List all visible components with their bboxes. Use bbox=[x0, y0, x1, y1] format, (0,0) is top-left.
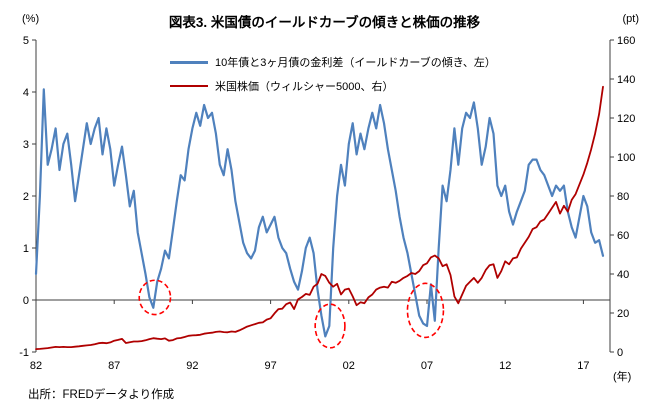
right-axis-unit-label: (pt) bbox=[622, 13, 640, 25]
svg-text:140: 140 bbox=[617, 74, 635, 86]
svg-text:160: 160 bbox=[617, 35, 635, 47]
svg-text:80: 80 bbox=[617, 191, 629, 203]
chart-title: 図表3. 米国債のイールドカーブの傾きと株価の推移 bbox=[168, 15, 481, 30]
svg-text:1: 1 bbox=[23, 243, 29, 255]
svg-text:40: 40 bbox=[617, 269, 629, 281]
svg-text:0: 0 bbox=[617, 347, 623, 359]
svg-text:120: 120 bbox=[617, 113, 635, 125]
legend-label-spread: 10年債と3ヶ月債の金利差（イールドカーブの傾き、左） bbox=[215, 57, 496, 69]
legend-label-stock: 米国株価（ウィルシャー5000、右） bbox=[215, 81, 394, 93]
svg-text:100: 100 bbox=[617, 152, 635, 164]
legend-item-stock: 米国株価（ウィルシャー5000、右） bbox=[170, 74, 496, 98]
legend-line-blue-icon bbox=[170, 60, 208, 64]
legend-item-spread: 10年債と3ヶ月債の金利差（イールドカーブの傾き、左） bbox=[170, 50, 496, 74]
legend-line-red-icon bbox=[170, 85, 208, 87]
svg-text:97: 97 bbox=[264, 360, 276, 372]
svg-text:5: 5 bbox=[23, 35, 29, 47]
svg-text:4: 4 bbox=[23, 87, 29, 99]
svg-text:17: 17 bbox=[577, 360, 589, 372]
svg-text:2: 2 bbox=[23, 191, 29, 203]
source-note: 出所：FREDデータより作成 bbox=[28, 389, 175, 401]
svg-text:87: 87 bbox=[108, 360, 120, 372]
legend: 10年債と3ヶ月債の金利差（イールドカーブの傾き、左） 米国株価（ウィルシャー5… bbox=[170, 50, 496, 98]
svg-text:92: 92 bbox=[186, 360, 198, 372]
left-axis-unit-label: (%) bbox=[22, 13, 40, 25]
svg-text:-1: -1 bbox=[19, 347, 29, 359]
svg-text:0: 0 bbox=[23, 295, 29, 307]
svg-text:07: 07 bbox=[421, 360, 433, 372]
svg-text:82: 82 bbox=[30, 360, 42, 372]
x-axis-unit-label: (年) bbox=[613, 371, 632, 383]
svg-text:02: 02 bbox=[343, 360, 355, 372]
svg-text:12: 12 bbox=[499, 360, 511, 372]
svg-text:60: 60 bbox=[617, 230, 629, 242]
svg-text:20: 20 bbox=[617, 308, 629, 320]
svg-text:3: 3 bbox=[23, 139, 29, 151]
